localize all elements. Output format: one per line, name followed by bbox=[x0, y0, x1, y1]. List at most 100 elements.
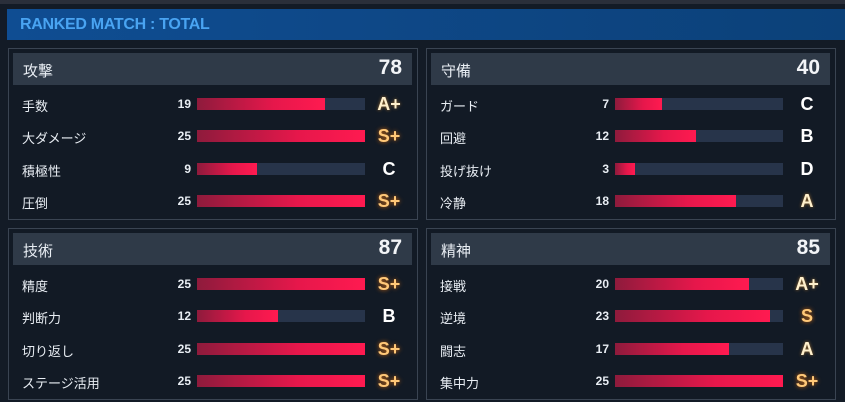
stat-grade: C bbox=[800, 94, 814, 114]
stat-value: 17 bbox=[595, 342, 609, 356]
stat-value: 7 bbox=[602, 97, 609, 111]
category-total: 40 bbox=[796, 56, 820, 79]
stat-grade: S+ bbox=[795, 371, 819, 391]
stat-bar-fill bbox=[615, 343, 730, 355]
stat-panel: 攻撃 78 手数 19 A+ 大ダメージ 25 S+ 積極性 9 C 圧倒 25 … bbox=[8, 48, 418, 220]
stat-grade: C bbox=[382, 159, 396, 179]
stat-bar-track bbox=[615, 130, 783, 142]
stat-row: 大ダメージ 25 S+ bbox=[9, 126, 417, 146]
stat-bar-track bbox=[615, 98, 783, 110]
stat-value: 25 bbox=[595, 374, 609, 388]
stat-bar-track bbox=[197, 195, 365, 207]
stat-label: 接戦 bbox=[440, 279, 467, 294]
stat-grade: B bbox=[800, 126, 814, 146]
stat-label: 集中力 bbox=[440, 376, 480, 391]
stat-grade: A bbox=[800, 339, 814, 359]
stat-label: ステージ活用 bbox=[22, 376, 100, 391]
category-total: 87 bbox=[378, 236, 402, 259]
stat-label: 闘志 bbox=[440, 344, 467, 359]
stat-bar-track bbox=[615, 375, 783, 387]
stat-value: 20 bbox=[595, 277, 609, 291]
stat-bar-fill bbox=[615, 98, 663, 110]
stat-value: 19 bbox=[177, 97, 191, 111]
stat-panel: 技術 87 精度 25 S+ 判断力 12 B 切り返し 25 S+ ステージ活用… bbox=[8, 228, 418, 400]
stat-bar-fill bbox=[197, 375, 365, 387]
stat-row: 接戦 20 A+ bbox=[427, 274, 835, 294]
stat-bar-fill bbox=[197, 310, 278, 322]
stat-grade: S+ bbox=[377, 274, 401, 294]
stat-row: 判断力 12 B bbox=[9, 306, 417, 326]
stat-panel: 精神 85 接戦 20 A+ 逆境 23 S 闘志 17 A 集中力 25 S+ bbox=[426, 228, 836, 400]
category-total: 78 bbox=[378, 56, 402, 79]
category-name: 技術 bbox=[23, 243, 54, 260]
stat-bar-fill bbox=[615, 310, 770, 322]
stat-grade: B bbox=[382, 306, 396, 326]
stat-row: 手数 19 A+ bbox=[9, 94, 417, 114]
stat-label: 圧倒 bbox=[22, 196, 49, 211]
category-name: 精神 bbox=[441, 243, 472, 260]
stat-label: 大ダメージ bbox=[22, 131, 87, 146]
stat-bar-track bbox=[197, 310, 365, 322]
stat-grade: A+ bbox=[795, 274, 819, 294]
stat-label: 手数 bbox=[22, 99, 49, 114]
stat-row: 精度 25 S+ bbox=[9, 274, 417, 294]
stat-value: 25 bbox=[177, 374, 191, 388]
panel-header: 守備 40 bbox=[431, 53, 830, 85]
stat-grade: A bbox=[800, 191, 814, 211]
stat-label: 冷静 bbox=[440, 196, 467, 211]
stat-bar-track bbox=[197, 130, 365, 142]
stat-value: 12 bbox=[595, 129, 609, 143]
stat-row: 冷静 18 A bbox=[427, 191, 835, 211]
panel-header: 攻撃 78 bbox=[13, 53, 412, 85]
stat-row: 圧倒 25 S+ bbox=[9, 191, 417, 211]
stat-row: 切り返し 25 S+ bbox=[9, 339, 417, 359]
top-border bbox=[0, 0, 845, 4]
stat-panel: 守備 40 ガード 7 C 回避 12 B 投げ抜け 3 D 冷静 18 A bbox=[426, 48, 836, 220]
stat-bar-fill bbox=[615, 130, 696, 142]
stat-bar-fill bbox=[615, 375, 783, 387]
stat-label: 精度 bbox=[22, 279, 49, 294]
stat-bar-track bbox=[615, 343, 783, 355]
stat-row: 逆境 23 S bbox=[427, 306, 835, 326]
page-title: RANKED MATCH : TOTAL bbox=[7, 9, 845, 40]
panel-header: 精神 85 bbox=[431, 233, 830, 265]
stat-label: 逆境 bbox=[440, 311, 467, 326]
stat-label: 積極性 bbox=[22, 164, 62, 179]
stat-label: 回避 bbox=[440, 131, 467, 146]
stat-grade: S+ bbox=[377, 339, 401, 359]
stat-value: 23 bbox=[595, 309, 609, 323]
stat-label: 切り返し bbox=[22, 344, 75, 359]
stat-bar-track bbox=[197, 343, 365, 355]
stat-grade: S+ bbox=[377, 371, 401, 391]
stat-label: 投げ抜け bbox=[440, 164, 493, 179]
stat-row: 積極性 9 C bbox=[9, 159, 417, 179]
stat-value: 9 bbox=[184, 162, 191, 176]
panel-header: 技術 87 bbox=[13, 233, 412, 265]
stat-bar-track bbox=[615, 278, 783, 290]
stat-bar-fill bbox=[197, 195, 365, 207]
stat-bar-fill bbox=[615, 195, 736, 207]
stat-bar-track bbox=[197, 375, 365, 387]
stat-row: 投げ抜け 3 D bbox=[427, 159, 835, 179]
stat-row: 闘志 17 A bbox=[427, 339, 835, 359]
stat-value: 18 bbox=[595, 194, 609, 208]
stat-grade: D bbox=[800, 159, 814, 179]
stat-bar-track bbox=[615, 195, 783, 207]
stat-bar-track bbox=[197, 278, 365, 290]
stat-bar-fill bbox=[615, 163, 636, 175]
stat-grade: S bbox=[800, 306, 813, 326]
stat-bar-track bbox=[615, 310, 783, 322]
category-total: 85 bbox=[796, 236, 820, 259]
stat-value: 25 bbox=[177, 129, 191, 143]
stat-bar-fill bbox=[197, 278, 365, 290]
stat-bar-fill bbox=[197, 343, 365, 355]
stat-value: 25 bbox=[177, 194, 191, 208]
stat-grade: S+ bbox=[377, 191, 401, 211]
stat-bar-track bbox=[197, 98, 365, 110]
stat-bar-track bbox=[615, 163, 783, 175]
stat-label: ガード bbox=[440, 99, 480, 114]
stat-bar-fill bbox=[615, 278, 750, 290]
stat-row: ガード 7 C bbox=[427, 94, 835, 114]
stat-grade: A+ bbox=[377, 94, 401, 114]
category-name: 守備 bbox=[441, 63, 472, 80]
